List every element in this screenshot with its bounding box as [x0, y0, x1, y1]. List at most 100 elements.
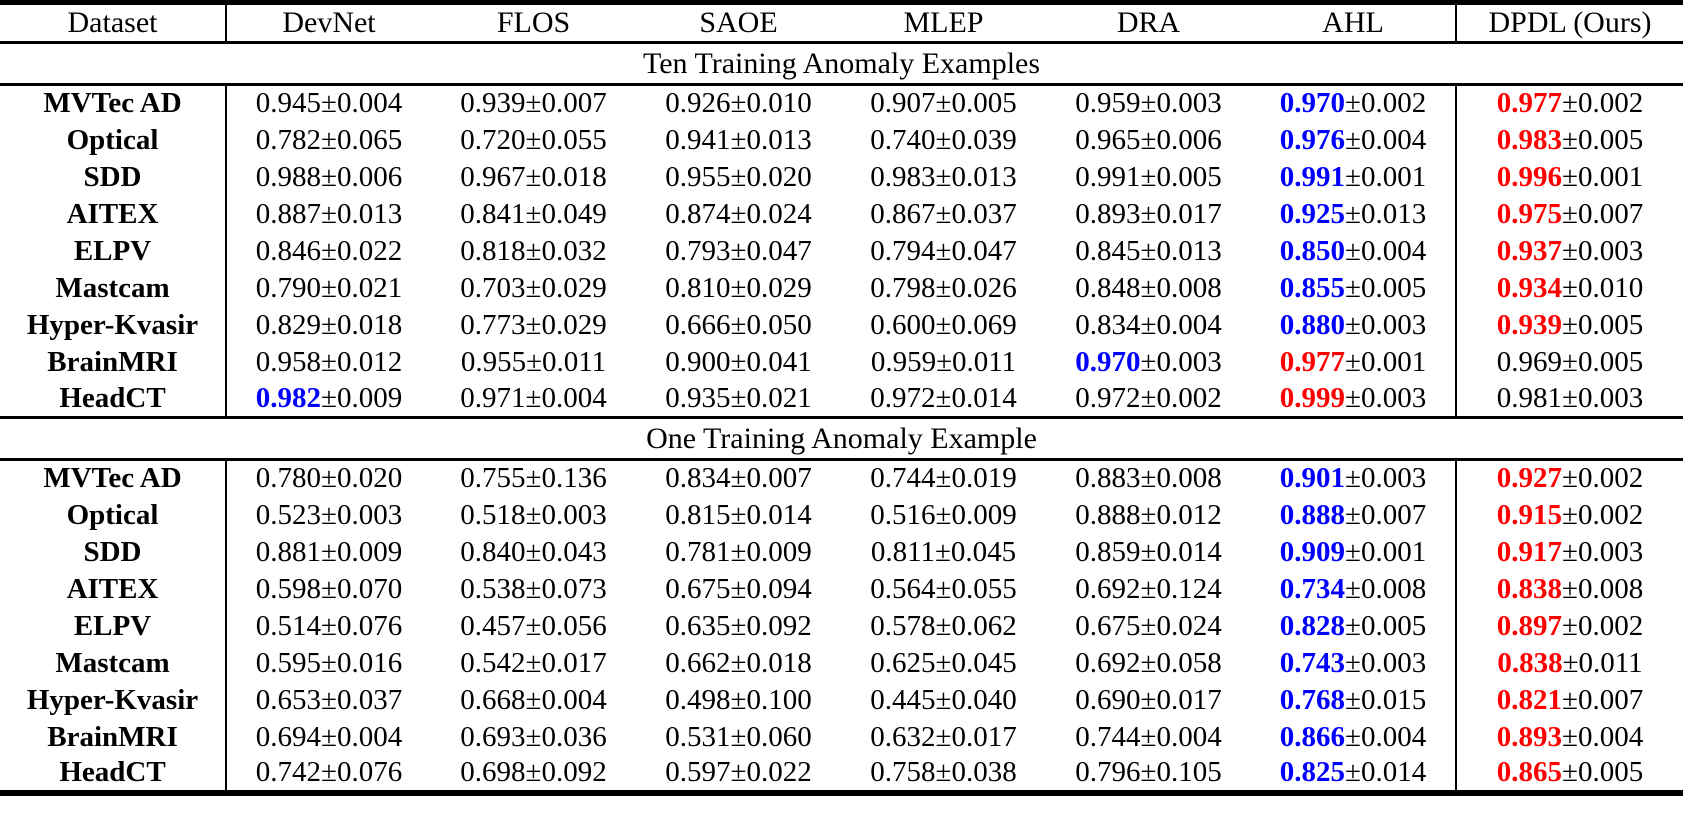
- dataset-name: MVTec AD: [0, 84, 227, 122]
- metric-error: ±0.020: [730, 160, 812, 193]
- metric-cell: 0.635±0.092: [636, 608, 841, 645]
- metric-value: 0.893: [1496, 720, 1563, 753]
- metric-value: 0.668: [460, 683, 526, 716]
- metric-value: 0.734: [1279, 572, 1346, 605]
- metric-cell: 0.927±0.002: [1456, 460, 1683, 497]
- metric-error: ±0.003: [1140, 345, 1222, 378]
- metric-value: 0.744: [870, 462, 936, 495]
- table-row: HeadCT 0.982±0.009 0.971±0.004 0.935±0.021 0…: [0, 380, 1683, 418]
- metric-value: 0.597: [665, 756, 731, 788]
- metric-value: 0.698: [460, 756, 526, 788]
- metric-value: 0.523: [255, 498, 322, 531]
- metric-cell: 0.780±0.020: [226, 460, 431, 497]
- metric-error: ±0.009: [935, 498, 1017, 531]
- metric-cell: 0.881±0.009: [226, 534, 431, 571]
- metric-error: ±0.022: [730, 756, 812, 788]
- metric-error: ±0.006: [321, 160, 403, 193]
- metric-error: ±0.009: [321, 535, 403, 568]
- metric-cell: 0.934±0.010: [1456, 270, 1683, 307]
- metric-error: ±0.001: [1562, 160, 1644, 193]
- metric-cell: 0.693±0.036: [431, 719, 636, 756]
- metric-error: ±0.007: [1562, 197, 1644, 230]
- dataset-name: BrainMRI: [0, 718, 227, 756]
- metric-cell: 0.917±0.003: [1456, 534, 1683, 571]
- metric-cell: 0.595±0.016: [226, 645, 431, 682]
- metric-cell: 0.955±0.020: [636, 159, 841, 196]
- metric-cell: 0.850±0.004: [1251, 232, 1457, 270]
- metric-value: 0.972: [1075, 381, 1141, 414]
- metric-error: ±0.014: [1140, 535, 1222, 568]
- metric-value: 0.632: [870, 720, 936, 753]
- metric-value: 0.782: [255, 123, 322, 156]
- metric-error: ±0.004: [1345, 123, 1427, 156]
- metric-value: 0.866: [1279, 720, 1346, 753]
- metric-value: 0.600: [870, 308, 936, 341]
- metric-value: 0.794: [870, 234, 936, 267]
- metric-cell: 0.755±0.136: [431, 460, 636, 497]
- metric-error: ±0.004: [1345, 720, 1427, 753]
- section-header-row: Ten Training Anomaly Examples: [0, 43, 1683, 85]
- metric-cell: 0.773±0.029: [431, 307, 636, 344]
- metric-value: 0.821: [1496, 683, 1563, 716]
- column-header-ahl: AHL: [1251, 2, 1457, 43]
- column-header-dpdl: DPDL (Ours): [1488, 6, 1652, 39]
- metric-cell: 0.564±0.055: [841, 571, 1046, 608]
- metric-value: 0.516: [870, 498, 936, 531]
- metric-error: ±0.009: [730, 535, 812, 568]
- metric-value: 0.972: [870, 381, 936, 414]
- metric-error: ±0.022: [321, 234, 403, 267]
- metric-error: ±0.069: [935, 308, 1017, 341]
- metric-value: 0.773: [460, 308, 526, 341]
- table-row: AITEX 0.887±0.013 0.841±0.049 0.874±0.024 0.…: [0, 195, 1683, 233]
- metric-error: ±0.001: [1345, 535, 1427, 568]
- dataset-name: Hyper-Kvasir: [0, 681, 227, 719]
- metric-error: ±0.005: [1562, 123, 1644, 156]
- dataset-name: Hyper-Kvasir: [0, 306, 227, 344]
- metric-error: ±0.005: [1562, 345, 1644, 378]
- metric-cell: 0.975±0.007: [1456, 196, 1683, 233]
- metric-error: ±0.092: [730, 609, 812, 642]
- metric-error: ±0.003: [1140, 87, 1222, 120]
- metric-error: ±0.040: [935, 683, 1017, 716]
- metric-value: 0.967: [460, 160, 526, 193]
- metric-cell: 0.941±0.013: [636, 122, 841, 159]
- metric-error: ±0.011: [1562, 646, 1643, 679]
- metric-error: ±0.004: [1345, 234, 1427, 267]
- metric-cell: 0.999±0.003: [1251, 380, 1457, 418]
- metric-cell: 0.720±0.055: [431, 122, 636, 159]
- metric-value: 0.981: [1496, 381, 1563, 414]
- dataset-name: HeadCT: [0, 755, 227, 793]
- metric-value: 0.937: [1496, 234, 1563, 267]
- metric-value: 0.971: [460, 381, 526, 414]
- metric-cell: 0.744±0.004: [1046, 719, 1251, 756]
- metric-error: ±0.010: [730, 87, 812, 120]
- metric-error: ±0.043: [525, 535, 607, 568]
- metric-value: 0.829: [255, 308, 322, 341]
- table-row: SDD 0.881±0.009 0.840±0.043 0.781±0.009 0.81…: [0, 533, 1683, 571]
- metric-value: 0.927: [1496, 462, 1563, 495]
- metric-error: ±0.005: [935, 87, 1017, 120]
- metric-error: ±0.017: [525, 646, 607, 679]
- dataset-name: SDD: [0, 158, 227, 196]
- metric-error: ±0.001: [1345, 345, 1427, 378]
- metric-error: ±0.001: [1345, 160, 1427, 193]
- metric-cell: 0.945±0.004: [226, 85, 431, 122]
- metric-error: ±0.073: [525, 572, 607, 605]
- metric-error: ±0.003: [1345, 381, 1427, 414]
- metric-cell: 0.445±0.040: [841, 682, 1046, 719]
- metric-cell: 0.743±0.003: [1251, 644, 1457, 682]
- metric-value: 0.666: [665, 308, 731, 341]
- metric-cell: 0.841±0.049: [431, 196, 636, 233]
- metric-value: 0.959: [870, 345, 937, 378]
- metric-value: 0.959: [1075, 87, 1141, 120]
- table-row: ELPV 0.846±0.022 0.818±0.032 0.793±0.047 0.7…: [0, 232, 1683, 270]
- table-row: BrainMRI 0.958±0.012 0.955±0.011 0.900±0.04…: [0, 343, 1683, 381]
- metric-value: 0.983: [870, 160, 936, 193]
- metric-cell: 0.518±0.003: [431, 497, 636, 534]
- metric-error: ±0.012: [1140, 498, 1222, 531]
- metric-value: 0.909: [1279, 535, 1346, 568]
- metric-value: 0.834: [665, 462, 731, 495]
- metric-error: ±0.136: [525, 462, 607, 495]
- metric-cell: 0.845±0.013: [1046, 233, 1251, 270]
- metric-error: ±0.045: [935, 535, 1017, 568]
